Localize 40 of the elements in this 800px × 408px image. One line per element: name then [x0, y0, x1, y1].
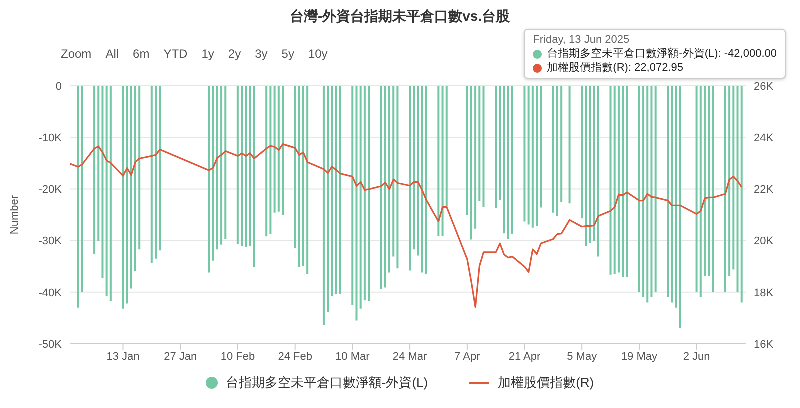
y2-tick-label: 26K	[754, 80, 774, 93]
text: Friday, 13 Jun 2025	[533, 33, 630, 47]
text: YTD	[162, 46, 189, 63]
text: 2y	[227, 46, 242, 63]
legend-label: 台指期多空未平倉口數淨額-外資(L)	[226, 374, 428, 392]
legend-label: 加權股價指數(R)	[498, 374, 594, 392]
y-tick-label: -50K	[38, 338, 63, 351]
text: All	[104, 46, 120, 63]
x-tick-label: 13 Jan	[106, 350, 140, 363]
y-tick-label: -20K	[38, 184, 63, 196]
y-tick-label: 0	[56, 80, 62, 93]
x-tick-label: 21 Apr	[508, 350, 541, 363]
x-tick-label: 10 Feb	[220, 350, 256, 363]
text: 5y	[280, 46, 296, 63]
x-tick-label: 5 May	[567, 350, 598, 363]
y2-tick-label: 22K	[754, 184, 774, 196]
y2-tick-label: 16K	[754, 338, 774, 351]
text: 台指期多空未平倉口數淨額-外資(L): -42,000.00	[547, 47, 777, 61]
y-tick-label: -30K	[38, 236, 63, 248]
text: Zoom	[60, 46, 93, 63]
y2-tick-label: 18K	[754, 287, 774, 300]
y-axis-title: Number	[8, 195, 21, 235]
text: 10y	[307, 46, 329, 63]
x-tick-label: 27 Jan	[164, 350, 198, 363]
x-tick-label: 2 Jun	[683, 350, 710, 363]
x-tick-label: 24 Feb	[278, 350, 312, 363]
text: 3y	[254, 46, 269, 63]
x-tick-label: 24 Mar	[392, 350, 428, 363]
text: 6m	[132, 46, 151, 63]
y-tick-label: -10K	[38, 132, 63, 145]
y-tick-label: -40K	[38, 287, 63, 300]
y2-tick-label: 24K	[754, 132, 774, 145]
x-tick-label: 10 Mar	[336, 350, 370, 363]
x-tick-label: 19 May	[621, 350, 658, 363]
x-tick-label: 7 Apr	[454, 350, 481, 363]
text: 1y	[200, 46, 216, 63]
chart-title: 台灣-外資台指期未平倉口數vs.台股	[288, 8, 512, 26]
line-series	[70, 144, 743, 308]
text: 加權股價指數(R): 22,072.95	[547, 61, 684, 75]
y2-tick-label: 20K	[754, 236, 774, 248]
